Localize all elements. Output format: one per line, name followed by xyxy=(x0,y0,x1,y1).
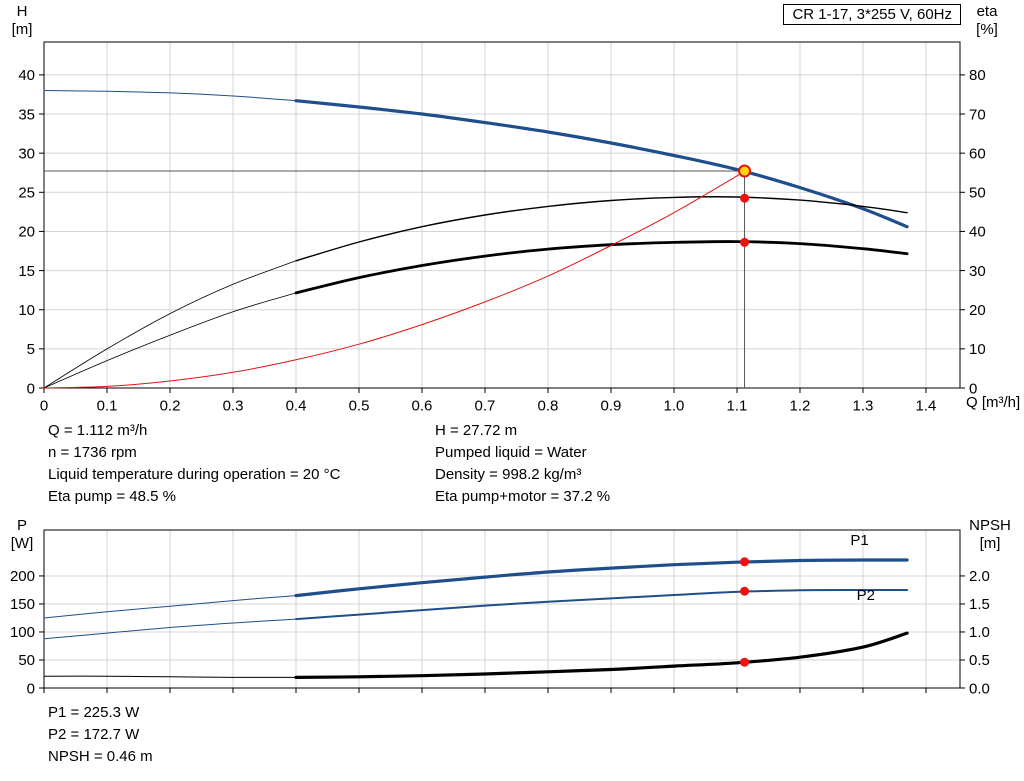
svg-text:0.5: 0.5 xyxy=(969,652,990,669)
svg-text:50: 50 xyxy=(969,185,986,202)
svg-text:0.4: 0.4 xyxy=(286,397,307,414)
info-line-p2: P2 = 172.7 W xyxy=(48,726,140,743)
svg-text:35: 35 xyxy=(18,106,35,123)
operating-data-right-column: H = 27.72 m Pumped liquid = Water Densit… xyxy=(435,420,610,508)
svg-text:15: 15 xyxy=(18,263,35,280)
svg-text:0.6: 0.6 xyxy=(412,397,433,414)
info-line-q: Q = 1.112 m³/h xyxy=(48,422,148,439)
svg-text:1.4: 1.4 xyxy=(916,397,937,414)
svg-text:70: 70 xyxy=(969,106,986,123)
info-line-p1: P1 = 225.3 W xyxy=(48,704,140,721)
svg-text:20: 20 xyxy=(18,224,35,241)
svg-text:0: 0 xyxy=(40,397,48,414)
svg-text:0.7: 0.7 xyxy=(475,397,496,414)
svg-text:50: 50 xyxy=(18,652,35,669)
bottom-left-axis-title: P [W] xyxy=(2,517,42,553)
x-axis-unit-label: Q [m³/h] xyxy=(966,394,1021,411)
h-axis-symbol: H xyxy=(16,3,28,20)
info-line-density: Density = 998.2 kg/m³ xyxy=(435,466,582,483)
info-line-temperature: Liquid temperature during operation = 20… xyxy=(48,466,341,483)
svg-text:10: 10 xyxy=(969,341,986,358)
svg-text:1.1: 1.1 xyxy=(727,397,748,414)
info-line-eta-total: Eta pump+motor = 37.2 % xyxy=(435,488,611,505)
svg-text:200: 200 xyxy=(10,568,35,585)
svg-text:2.0: 2.0 xyxy=(969,568,990,585)
npsh-axis-symbol: NPSH xyxy=(969,517,1011,534)
svg-text:1.0: 1.0 xyxy=(664,397,685,414)
svg-text:30: 30 xyxy=(969,263,986,280)
svg-text:1.0: 1.0 xyxy=(969,624,990,641)
pump-title-box: CR 1-17, 3*255 V, 60Hz xyxy=(783,4,961,25)
svg-text:0: 0 xyxy=(969,380,977,397)
top-chart-canvas: 0 5 10 15 20 25 30 35 40 0 10 20 30 40 50 60 70 80 0 0.1 0.2… xyxy=(18,41,986,414)
npsh-axis-unit: [m] xyxy=(979,535,1001,552)
svg-text:0.5: 0.5 xyxy=(349,397,370,414)
eta-axis-symbol: eta xyxy=(976,3,998,20)
svg-text:40: 40 xyxy=(969,224,986,241)
svg-text:100: 100 xyxy=(10,624,35,641)
top-left-axis-title: H [m] xyxy=(2,3,42,39)
info-line-speed: n = 1736 rpm xyxy=(48,444,137,461)
svg-text:1.3: 1.3 xyxy=(853,397,874,414)
svg-text:150: 150 xyxy=(10,596,35,613)
svg-text:30: 30 xyxy=(18,145,35,162)
svg-text:P1: P1 xyxy=(850,532,868,549)
svg-text:25: 25 xyxy=(18,185,35,202)
svg-text:1.2: 1.2 xyxy=(790,397,811,414)
svg-text:0: 0 xyxy=(27,380,35,397)
info-line-npsh: NPSH = 0.46 m xyxy=(48,748,153,765)
svg-text:P2: P2 xyxy=(857,587,875,604)
bottom-chart-canvas: 0 50 100 150 200 0.0 0.5 1.0 1.5 2.0 P1 P2 xyxy=(10,529,990,697)
svg-text:60: 60 xyxy=(969,145,986,162)
svg-text:0.1: 0.1 xyxy=(97,397,118,414)
svg-text:0: 0 xyxy=(27,680,35,697)
svg-text:0.0: 0.0 xyxy=(969,680,990,697)
svg-text:0.2: 0.2 xyxy=(160,397,181,414)
svg-text:5: 5 xyxy=(27,341,35,358)
svg-text:0.8: 0.8 xyxy=(538,397,559,414)
operating-data-left-column: Q = 1.112 m³/h n = 1736 rpm Liquid tempe… xyxy=(48,420,340,508)
top-right-axis-title: eta [%] xyxy=(962,3,1012,39)
eta-axis-unit: [%] xyxy=(976,21,998,38)
info-line-eta-pump: Eta pump = 48.5 % xyxy=(48,488,176,505)
svg-text:10: 10 xyxy=(18,302,35,319)
svg-text:40: 40 xyxy=(18,67,35,84)
power-axis-unit: [W] xyxy=(10,535,34,552)
power-data-column: P1 = 225.3 W P2 = 172.7 W NPSH = 0.46 m xyxy=(48,702,153,768)
bottom-right-axis-title: NPSH [m] xyxy=(960,517,1020,553)
svg-text:0.9: 0.9 xyxy=(601,397,622,414)
info-line-head: H = 27.72 m xyxy=(435,422,518,439)
info-line-liquid: Pumped liquid = Water xyxy=(435,444,587,461)
svg-text:20: 20 xyxy=(969,302,986,319)
h-axis-unit: [m] xyxy=(11,21,33,38)
svg-text:1.5: 1.5 xyxy=(969,596,990,613)
svg-text:80: 80 xyxy=(969,67,986,84)
power-axis-symbol: P xyxy=(16,517,27,534)
svg-text:0.3: 0.3 xyxy=(223,397,244,414)
